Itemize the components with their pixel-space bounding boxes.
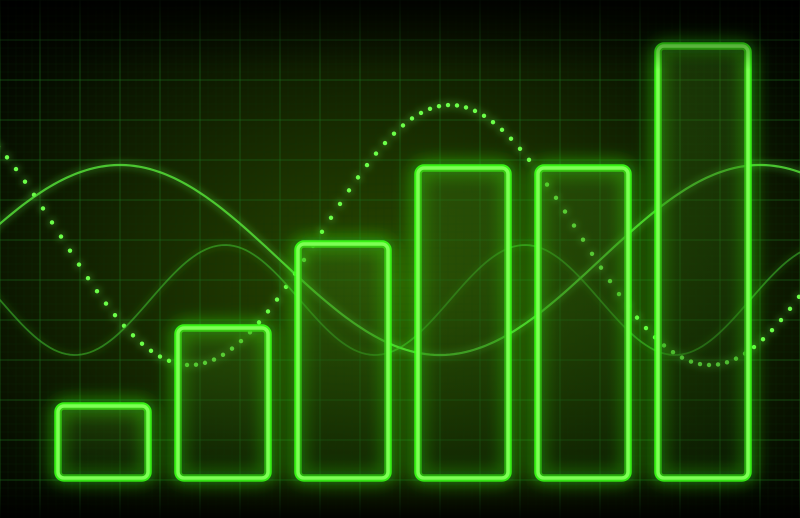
neon-bar-chart [0,0,800,518]
bar-fill-5 [658,46,748,478]
vignette-bottom [0,478,800,518]
bar-fill-1 [178,328,268,478]
bar-fill-4 [538,168,628,478]
vignette-top [0,0,800,70]
bar-fill-3 [418,168,508,478]
bar-fill-0 [58,406,148,478]
bar-fill-2 [298,244,388,478]
